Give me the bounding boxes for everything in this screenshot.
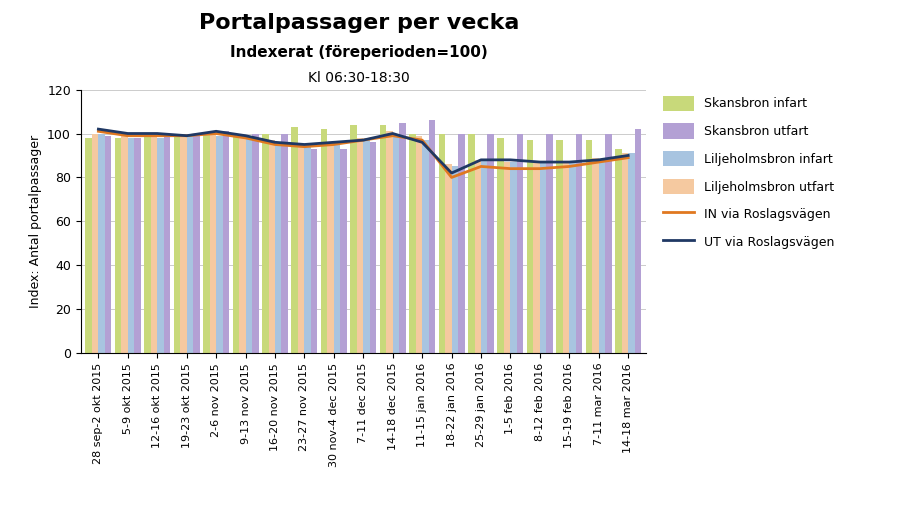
Bar [135, 138, 141, 353]
Bar [144, 135, 151, 353]
Bar [292, 127, 298, 353]
Bar [481, 160, 487, 353]
Bar [605, 133, 612, 353]
Bar [598, 160, 605, 353]
Bar [180, 135, 187, 353]
Bar [232, 135, 239, 353]
Bar [586, 140, 592, 353]
Bar [262, 133, 268, 353]
Bar [504, 162, 510, 353]
Bar [628, 153, 635, 353]
Bar [510, 162, 517, 353]
Bar [222, 131, 229, 353]
Bar [327, 142, 334, 353]
Bar [127, 138, 135, 353]
Bar [216, 135, 222, 353]
Bar [321, 129, 327, 353]
Bar [422, 140, 429, 353]
Bar [340, 149, 347, 353]
Bar [351, 125, 357, 353]
Bar [304, 147, 311, 353]
Bar [458, 133, 465, 353]
Bar [210, 133, 216, 353]
Bar [115, 138, 121, 353]
Bar [527, 140, 534, 353]
Bar [246, 138, 252, 353]
Bar [562, 162, 570, 353]
Bar [99, 133, 105, 353]
Bar [475, 160, 481, 353]
Bar [121, 135, 127, 353]
Bar [298, 144, 304, 353]
Bar [282, 133, 288, 353]
Bar [570, 162, 576, 353]
Bar [379, 125, 387, 353]
Bar [157, 138, 164, 353]
Bar [370, 142, 376, 353]
Bar [151, 135, 157, 353]
Bar [393, 133, 399, 353]
Text: Portalpassager per vecka: Portalpassager per vecka [198, 13, 519, 33]
Y-axis label: Index: Antal portalpassager: Index: Antal portalpassager [29, 135, 41, 308]
Bar [445, 164, 451, 353]
Bar [363, 140, 370, 353]
Bar [187, 135, 193, 353]
Bar [517, 133, 524, 353]
Bar [193, 135, 200, 353]
Bar [415, 135, 422, 353]
Bar [311, 149, 318, 353]
Bar [451, 167, 458, 353]
Bar [622, 153, 628, 353]
Bar [429, 120, 435, 353]
Text: Kl 06:30-18:30: Kl 06:30-18:30 [308, 71, 410, 85]
Bar [91, 133, 99, 353]
Bar [203, 133, 210, 353]
Bar [105, 135, 111, 353]
Bar [576, 133, 582, 353]
Bar [85, 138, 91, 353]
Bar [268, 140, 275, 353]
Bar [556, 140, 562, 353]
Bar [546, 133, 553, 353]
Bar [164, 135, 170, 353]
Bar [399, 123, 405, 353]
Bar [439, 133, 445, 353]
Bar [468, 133, 475, 353]
Bar [409, 133, 415, 353]
Bar [615, 149, 622, 353]
Bar [275, 144, 282, 353]
Bar [534, 162, 540, 353]
Bar [540, 162, 546, 353]
Bar [252, 133, 258, 353]
Bar [239, 135, 246, 353]
Bar [334, 144, 340, 353]
Text: Indexerat (föreperioden=100): Indexerat (föreperioden=100) [230, 45, 488, 60]
Bar [174, 135, 180, 353]
Bar [387, 131, 393, 353]
Bar [487, 133, 494, 353]
Bar [357, 138, 363, 353]
Legend: Skansbron infart, Skansbron utfart, Liljeholmsbron infart, Liljeholmsbron utfart: Skansbron infart, Skansbron utfart, Lilj… [658, 91, 840, 255]
Bar [635, 129, 641, 353]
Bar [498, 138, 504, 353]
Bar [592, 158, 598, 353]
